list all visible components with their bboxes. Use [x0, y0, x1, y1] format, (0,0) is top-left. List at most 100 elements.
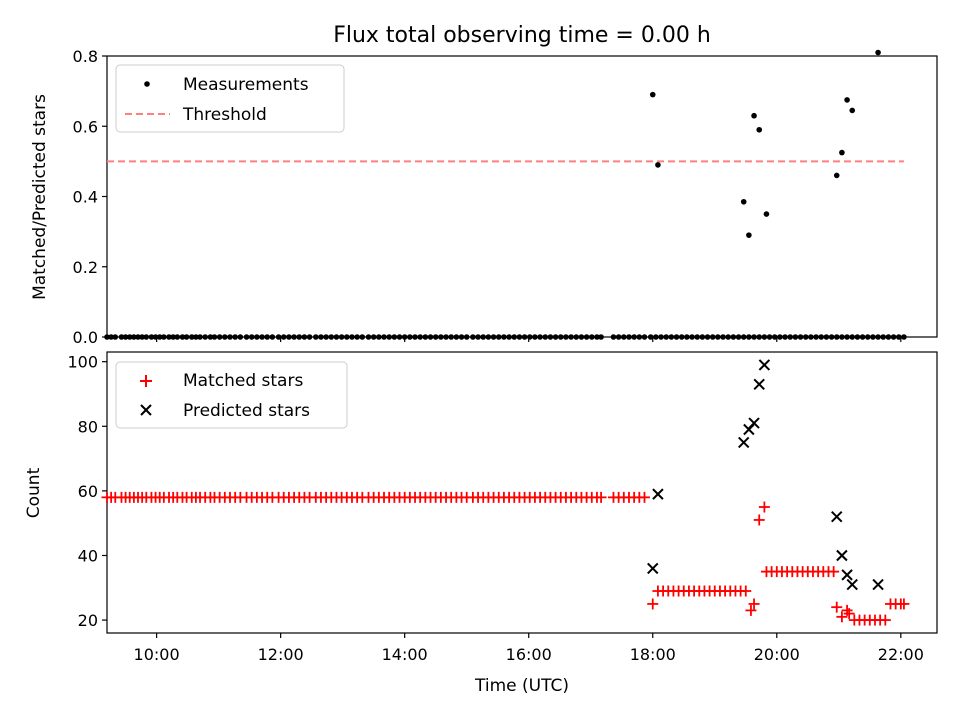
bottom-legend-predicted-label: Predicted stars	[183, 401, 310, 421]
top-panel: 0.00.20.40.60.8 Matched/Predicted stars …	[30, 47, 938, 347]
measurement-point	[211, 334, 218, 340]
predicted-star-point	[872, 578, 884, 591]
measurement-point	[286, 334, 292, 340]
measurement-point	[537, 334, 543, 340]
measurement-point	[248, 334, 255, 340]
measurement-point	[458, 334, 465, 340]
measurement-point	[777, 334, 783, 340]
measurement-point	[771, 334, 778, 340]
x-tick-label: 16:00	[506, 645, 552, 664]
measurement-point	[112, 334, 119, 340]
measurement-point	[709, 334, 716, 340]
matched-star-point	[836, 611, 848, 623]
measurement-point	[166, 334, 172, 340]
measurement-point	[365, 334, 372, 340]
measurement-point	[197, 334, 203, 340]
measurement-point	[844, 97, 850, 103]
measurement-point	[849, 334, 856, 340]
measurement-point	[296, 334, 303, 340]
measurement-point	[839, 334, 845, 340]
matched-star-point	[879, 614, 891, 626]
measurement-point	[349, 334, 355, 340]
bottom-legend-predicted-marker	[140, 404, 152, 416]
measurement-point	[275, 334, 282, 340]
measurement-point	[756, 126, 763, 133]
matched-star-point	[647, 598, 659, 610]
matched-star-point	[748, 598, 760, 610]
measurement-point	[641, 334, 648, 340]
measurement-point	[673, 334, 680, 340]
measurement-point	[647, 334, 654, 340]
measurement-point	[318, 334, 324, 340]
measurement-point	[890, 334, 897, 340]
measurement-point	[407, 334, 413, 340]
predicted-star-point	[738, 436, 750, 449]
measurement-point	[470, 334, 476, 340]
measurement-point	[547, 334, 554, 340]
measurement-point	[621, 334, 627, 340]
measurement-point	[735, 334, 742, 340]
measurement-point	[161, 334, 167, 340]
measurement-point	[542, 334, 549, 340]
measurement-point	[875, 49, 881, 56]
measurement-point	[588, 334, 595, 340]
top-legend-measurements-marker	[144, 81, 150, 87]
measurement-point	[354, 334, 360, 340]
measurement-point	[152, 334, 159, 340]
matched-star-point	[745, 604, 757, 616]
measurement-point	[875, 334, 881, 340]
measurement-point	[787, 334, 794, 340]
measurement-point	[183, 334, 190, 340]
bottom-y-tick-label: 80	[78, 417, 98, 436]
x-tick-label: 20:00	[754, 645, 800, 664]
matched-star-point	[638, 491, 650, 503]
predicted-star-point	[831, 511, 843, 523]
measurement-point	[792, 334, 799, 340]
measurement-point	[207, 334, 214, 340]
measurement-point	[763, 211, 770, 217]
measurement-point	[179, 334, 186, 340]
measurement-point	[122, 334, 129, 340]
measurement-point	[901, 334, 907, 340]
measurement-point	[381, 334, 387, 340]
measurement-point	[751, 112, 757, 119]
matched-star-point	[898, 598, 910, 610]
measurement-point	[526, 334, 533, 340]
top-legend: Measurements Threshold	[115, 64, 345, 133]
measurement-point	[376, 334, 382, 340]
measurement-point	[323, 334, 329, 340]
predicted-star-point	[748, 417, 760, 429]
measurement-point	[684, 334, 690, 340]
measurement-point	[401, 334, 408, 340]
measurement-point	[338, 334, 345, 340]
measurement-point	[598, 334, 604, 340]
matched-star-point	[843, 608, 855, 620]
predicted-star-point	[841, 569, 853, 581]
measurement-point	[583, 334, 590, 340]
measurement-point	[631, 334, 637, 340]
measurement-point	[725, 334, 732, 340]
measurement-point	[563, 334, 569, 340]
top-legend-threshold-label: Threshold	[182, 105, 267, 125]
measurement-point	[269, 334, 276, 340]
measurement-point	[148, 334, 155, 340]
measurement-point	[139, 334, 145, 340]
predicted-star-point	[758, 359, 771, 371]
measurement-point	[359, 334, 366, 340]
measurement-point	[828, 334, 835, 340]
top-y-tick-label: 0.8	[73, 47, 98, 66]
measurement-point	[170, 334, 176, 340]
measurement-point	[704, 334, 711, 340]
measurement-point	[521, 334, 528, 340]
measurement-point	[699, 334, 706, 340]
matched-star-point	[758, 501, 770, 513]
measurement-point	[344, 334, 350, 340]
measurement-point	[254, 334, 260, 340]
top-y-tick-label: 0.0	[73, 328, 98, 347]
measurement-point	[854, 334, 861, 340]
matched-star-point	[828, 566, 840, 578]
x-tick-label: 18:00	[630, 645, 676, 664]
top-legend-box	[115, 64, 345, 133]
bottom-y-tick-label: 20	[78, 611, 98, 630]
measurement-point	[237, 334, 244, 340]
